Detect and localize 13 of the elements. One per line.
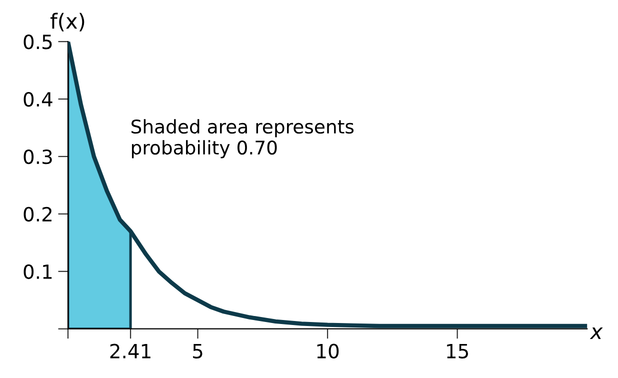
y-axis-title: f(x) (50, 12, 84, 32)
y-tick-label: 0.4 (24, 92, 52, 107)
x-tick-label: 10 (317, 344, 339, 358)
y-tick-label: 0.3 (24, 149, 52, 164)
y-tick-label: 0.2 (24, 206, 52, 222)
x-tick-label: 15 (447, 344, 468, 358)
y-tick-label: 0.5 (24, 34, 52, 50)
annotation: Shaded area represents probability 0.70 (132, 119, 354, 158)
x-tick-label: 2.41 (110, 344, 150, 358)
line-series (68, 42, 588, 328)
x-axis-title: x (590, 328, 603, 339)
x-tick-label: 5 (193, 344, 202, 358)
y-tick-label: 0.1 (24, 264, 52, 280)
